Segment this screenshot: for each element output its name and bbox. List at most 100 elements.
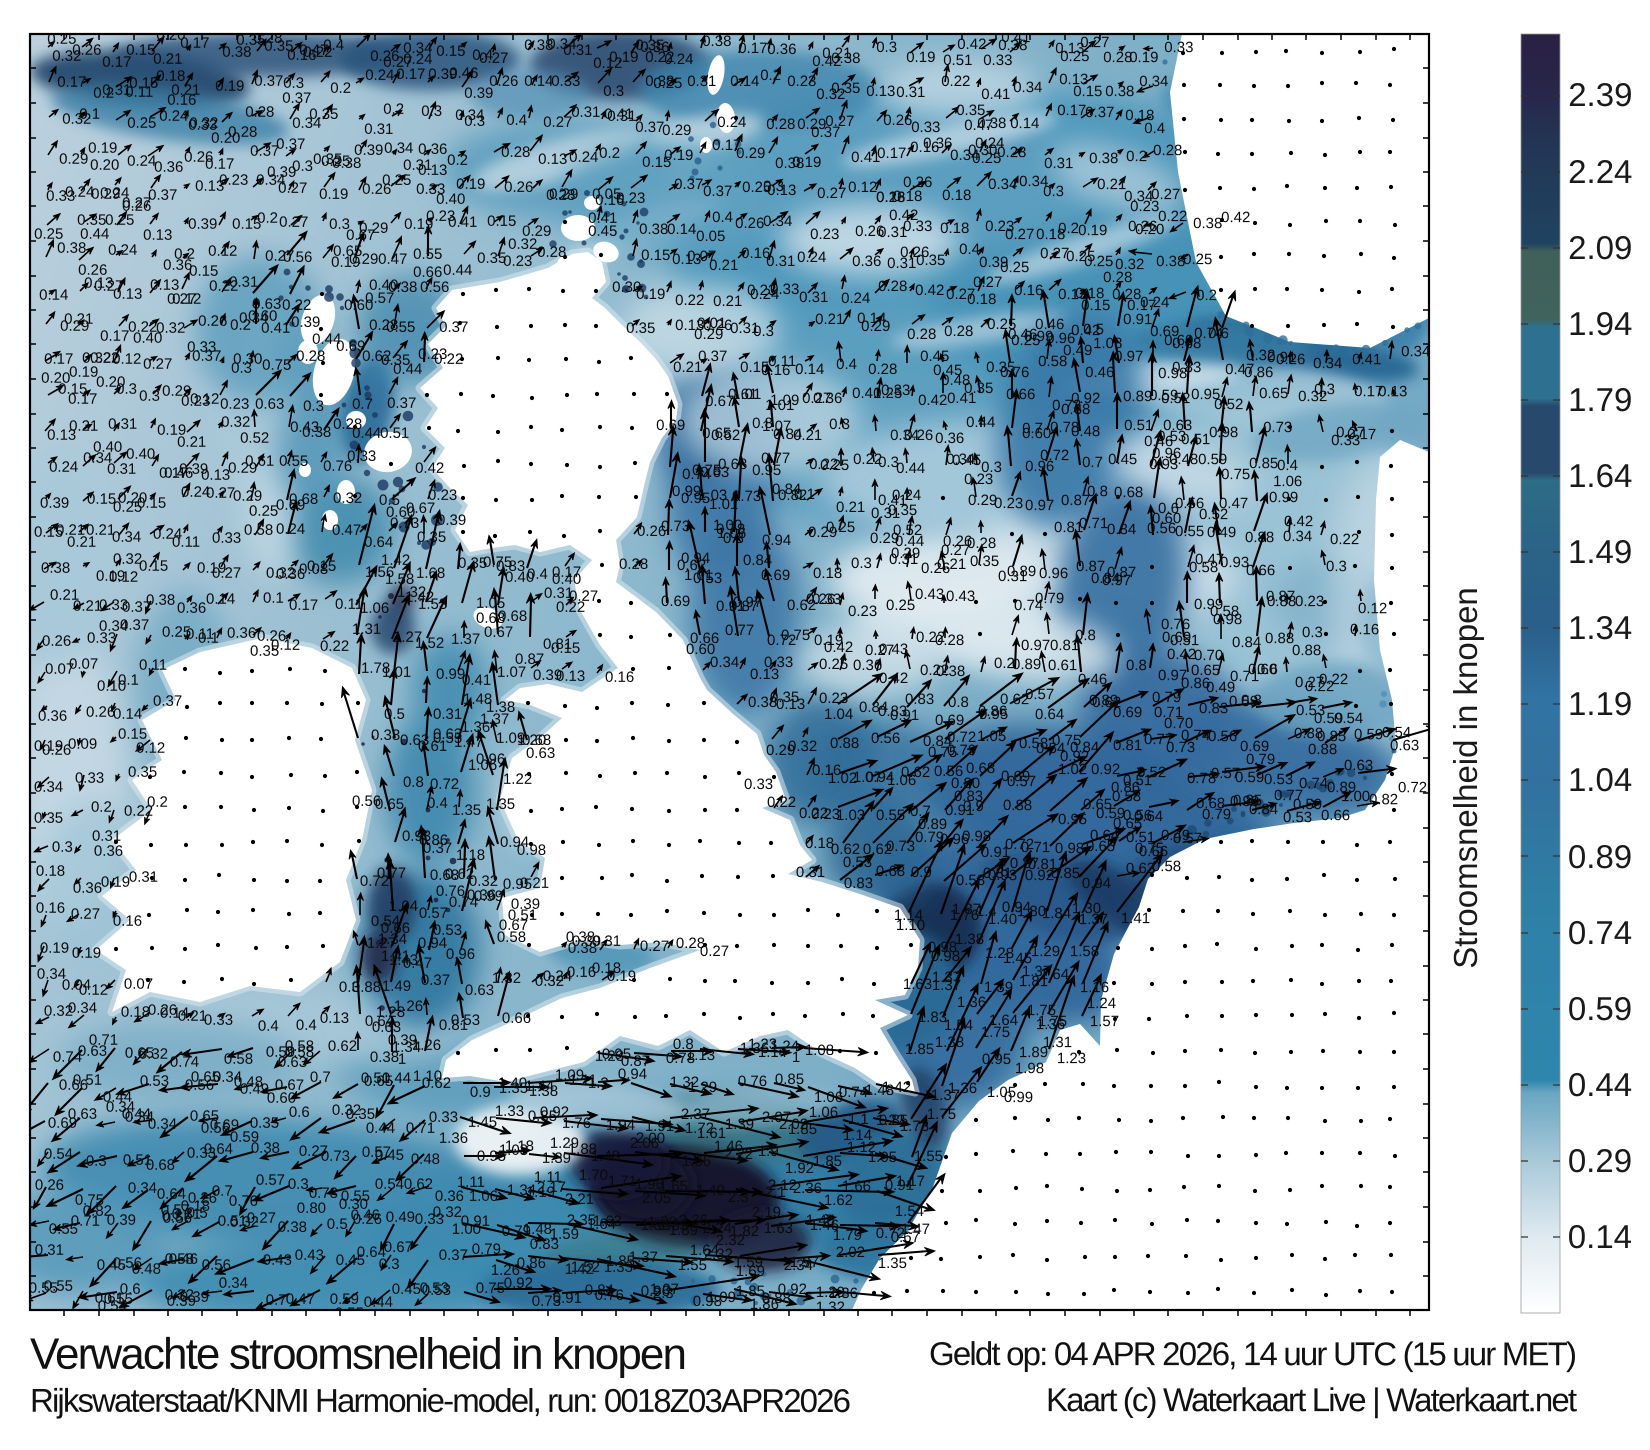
svg-text:0.69: 0.69 xyxy=(761,567,790,584)
svg-text:0.75: 0.75 xyxy=(1221,466,1250,483)
svg-text:0.13: 0.13 xyxy=(767,182,796,199)
svg-text:0.11: 0.11 xyxy=(335,596,363,613)
svg-text:0.35: 0.35 xyxy=(381,352,410,369)
svg-text:0.8: 0.8 xyxy=(948,694,969,711)
svg-text:0.33: 0.33 xyxy=(187,1145,216,1162)
svg-text:1.14: 1.14 xyxy=(758,1044,787,1061)
svg-text:0.23: 0.23 xyxy=(428,487,457,504)
svg-text:0.56: 0.56 xyxy=(1123,807,1152,824)
svg-text:1.02: 1.02 xyxy=(1058,761,1087,778)
svg-text:0.68: 0.68 xyxy=(1196,795,1225,812)
svg-text:0.79: 0.79 xyxy=(1202,806,1231,823)
svg-text:0.27: 0.27 xyxy=(167,291,196,308)
svg-text:0.08: 0.08 xyxy=(299,561,328,578)
svg-text:0.91: 0.91 xyxy=(553,1290,582,1307)
svg-text:0.91: 0.91 xyxy=(1123,311,1152,328)
svg-text:1.34: 1.34 xyxy=(392,1039,421,1056)
svg-text:0.29: 0.29 xyxy=(797,116,826,133)
svg-text:0.38: 0.38 xyxy=(1089,150,1118,167)
svg-text:0.16: 0.16 xyxy=(741,245,770,262)
svg-text:0.22: 0.22 xyxy=(320,638,349,655)
svg-text:0.44: 0.44 xyxy=(1568,1066,1632,1103)
svg-text:0.72: 0.72 xyxy=(876,1225,905,1242)
svg-text:0.62: 0.62 xyxy=(422,1075,451,1092)
svg-text:0.65: 0.65 xyxy=(333,243,362,260)
svg-text:0.87: 0.87 xyxy=(1010,855,1039,872)
svg-text:0.14: 0.14 xyxy=(160,1005,189,1022)
svg-text:0.74: 0.74 xyxy=(1194,325,1223,342)
svg-text:0.17: 0.17 xyxy=(1057,102,1086,119)
svg-text:0.34: 0.34 xyxy=(1019,173,1048,190)
svg-text:1.32: 1.32 xyxy=(816,1299,845,1316)
svg-text:1.39: 1.39 xyxy=(984,979,1013,996)
svg-text:0.40: 0.40 xyxy=(436,191,465,208)
svg-text:1.65: 1.65 xyxy=(659,1178,688,1195)
svg-text:0.27: 0.27 xyxy=(212,565,241,582)
svg-text:0.26: 0.26 xyxy=(122,198,151,215)
svg-text:0.37: 0.37 xyxy=(811,124,840,141)
svg-text:1.53: 1.53 xyxy=(418,596,447,613)
svg-text:2.19: 2.19 xyxy=(752,1204,781,1221)
svg-text:0.77: 0.77 xyxy=(725,622,754,639)
svg-text:1.33: 1.33 xyxy=(604,1259,633,1276)
svg-text:0.94: 0.94 xyxy=(500,834,529,851)
svg-text:0.68: 0.68 xyxy=(966,760,995,777)
svg-text:0.34: 0.34 xyxy=(1139,73,1168,90)
svg-text:0.17: 0.17 xyxy=(1354,383,1383,400)
svg-text:0.99: 0.99 xyxy=(1194,596,1223,613)
svg-text:0.62: 0.62 xyxy=(863,841,892,858)
svg-text:0.88: 0.88 xyxy=(1267,593,1296,610)
svg-text:0.41: 0.41 xyxy=(261,320,290,337)
svg-text:0.26: 0.26 xyxy=(362,181,391,198)
svg-text:1.32: 1.32 xyxy=(492,970,521,987)
svg-text:0.29: 0.29 xyxy=(59,151,88,168)
svg-text:0.3: 0.3 xyxy=(86,1153,107,1170)
svg-text:0.22: 0.22 xyxy=(767,794,796,811)
svg-text:1.37: 1.37 xyxy=(480,711,509,728)
svg-text:0.40: 0.40 xyxy=(93,439,122,456)
svg-text:0.71: 0.71 xyxy=(1079,515,1108,532)
svg-text:0.62: 0.62 xyxy=(404,1176,433,1193)
svg-text:1.49: 1.49 xyxy=(382,978,411,995)
svg-text:0.37: 0.37 xyxy=(192,348,221,365)
svg-text:1.09: 1.09 xyxy=(555,1067,584,1084)
svg-text:1.49: 1.49 xyxy=(696,1182,725,1199)
svg-text:0.66: 0.66 xyxy=(690,630,719,647)
svg-text:0.3: 0.3 xyxy=(1043,183,1064,200)
svg-text:0.21: 0.21 xyxy=(153,51,182,68)
svg-text:0.15: 0.15 xyxy=(137,495,166,512)
svg-text:0.46: 0.46 xyxy=(1144,433,1173,450)
svg-text:0.27: 0.27 xyxy=(946,286,975,303)
svg-text:0.29: 0.29 xyxy=(861,318,890,335)
svg-text:0.14: 0.14 xyxy=(857,310,886,327)
svg-text:0.37: 0.37 xyxy=(703,183,732,200)
svg-text:0.38: 0.38 xyxy=(524,37,553,54)
svg-text:0.71: 0.71 xyxy=(1154,704,1183,721)
svg-text:0.28: 0.28 xyxy=(907,326,936,343)
svg-text:0.37: 0.37 xyxy=(698,348,727,365)
svg-text:0.39: 0.39 xyxy=(428,66,457,83)
svg-text:0.45: 0.45 xyxy=(588,223,617,240)
svg-text:1.98: 1.98 xyxy=(1015,1060,1044,1077)
svg-text:0.3: 0.3 xyxy=(339,979,360,996)
svg-text:1.76: 1.76 xyxy=(562,1115,591,1132)
svg-text:1.80: 1.80 xyxy=(1017,903,1046,920)
svg-text:0.34: 0.34 xyxy=(455,107,484,124)
svg-text:0.46: 0.46 xyxy=(449,65,478,82)
svg-text:0.38: 0.38 xyxy=(568,940,597,957)
svg-text:0.17: 0.17 xyxy=(205,156,234,173)
svg-text:0.38: 0.38 xyxy=(998,37,1027,54)
svg-text:1.3: 1.3 xyxy=(588,1075,609,1092)
svg-text:0.38: 0.38 xyxy=(371,727,400,744)
svg-text:0.59: 0.59 xyxy=(1096,805,1125,822)
svg-text:0.55: 0.55 xyxy=(104,1291,133,1308)
svg-text:1.89: 1.89 xyxy=(1019,1044,1048,1061)
svg-text:1.39: 1.39 xyxy=(725,1116,754,1133)
svg-text:0.15: 0.15 xyxy=(189,263,218,280)
svg-text:0.75: 0.75 xyxy=(928,744,957,761)
svg-text:0.60: 0.60 xyxy=(386,504,415,521)
svg-text:0.69: 0.69 xyxy=(1150,323,1179,340)
svg-text:0.87: 0.87 xyxy=(621,1053,650,1070)
svg-text:0.55: 0.55 xyxy=(29,1280,58,1297)
svg-text:0.37: 0.37 xyxy=(635,119,664,136)
